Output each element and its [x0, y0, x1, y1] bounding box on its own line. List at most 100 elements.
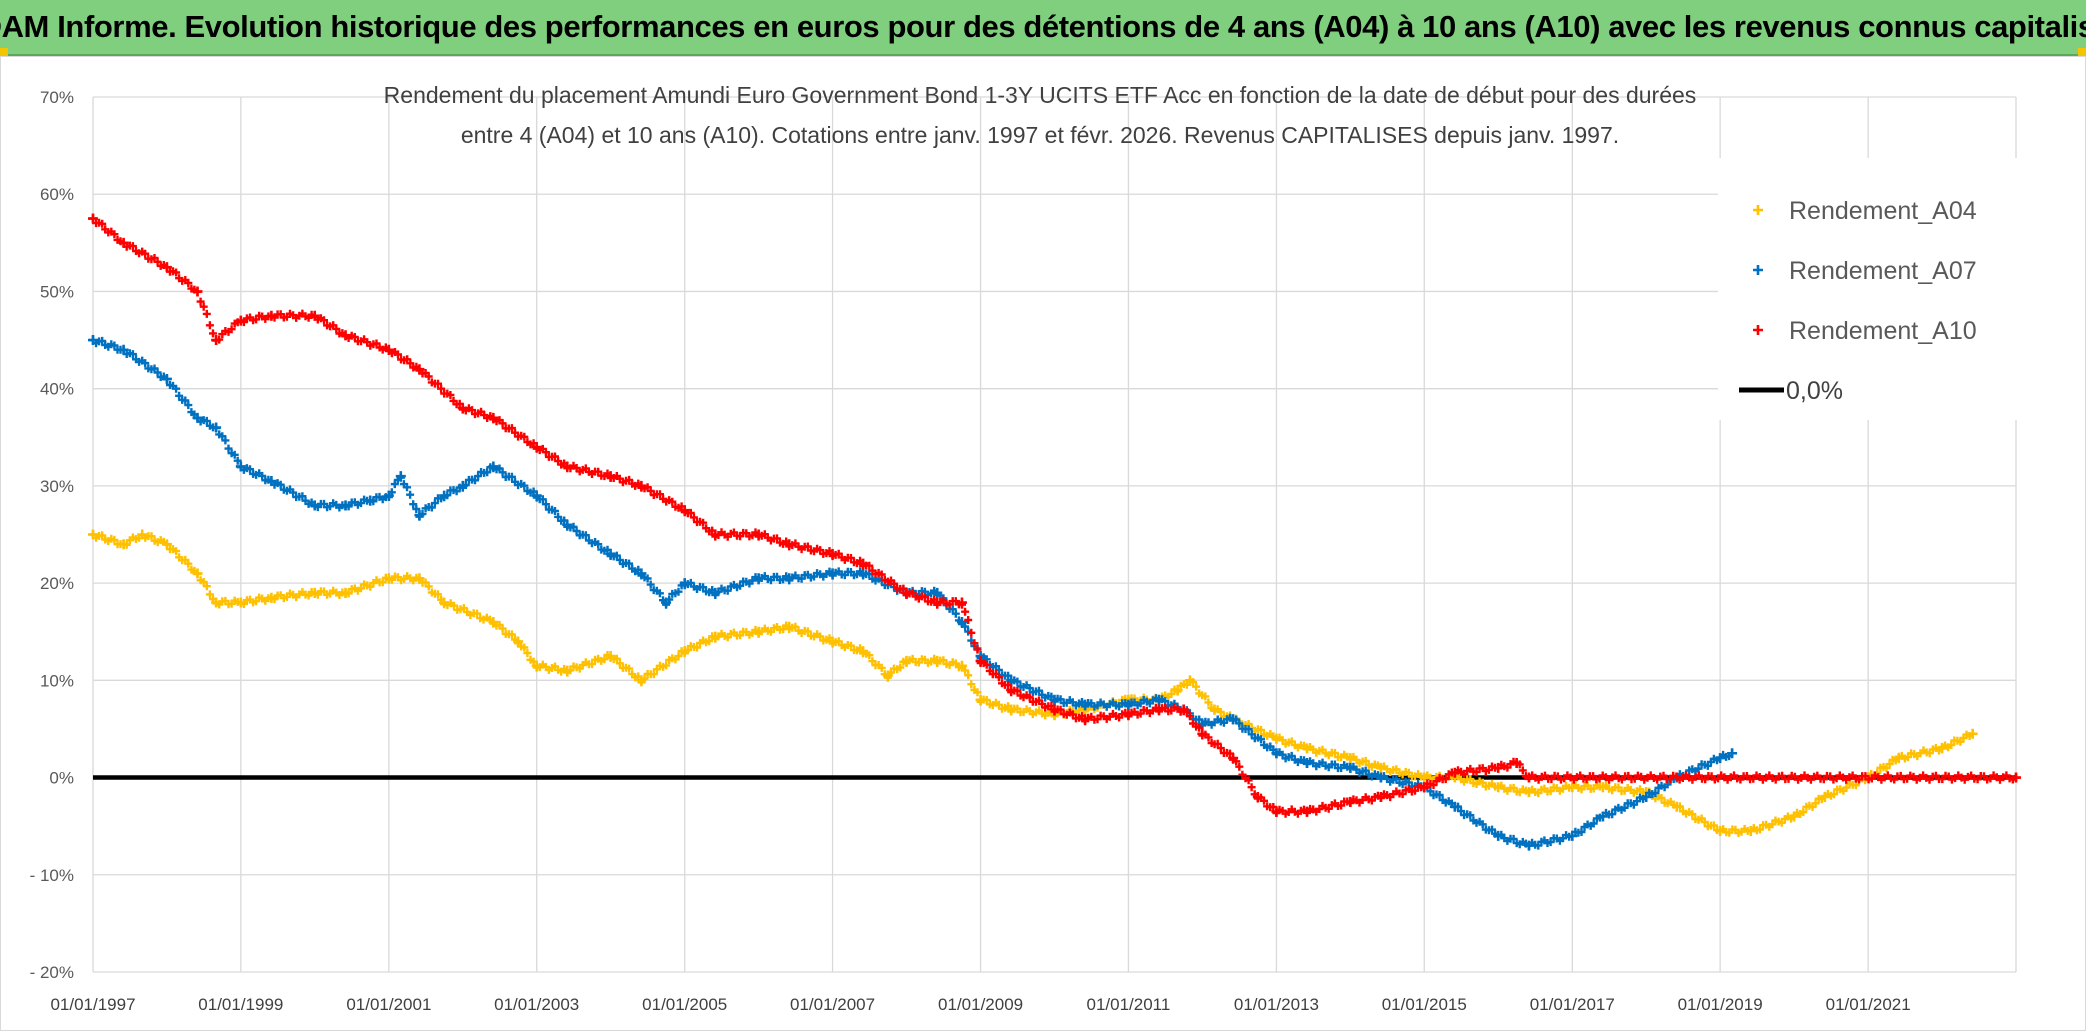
series-rendement-a10: [88, 213, 2021, 818]
data-point: [1597, 782, 1608, 793]
legend: Rendement_A04 Rendement_A07 Rendement_A10 0…: [1718, 158, 2018, 420]
data-point: [235, 461, 246, 472]
legend-label: Rendement_A07: [1789, 257, 1977, 285]
data-point: [636, 568, 647, 579]
chart-title-line-1: Rendement du placement Amundi Euro Gover…: [384, 82, 1697, 108]
legend-label: Rendement_A04: [1789, 197, 1977, 225]
data-point: [1049, 704, 1060, 715]
x-tick-label: 01/01/2007: [790, 995, 875, 1014]
data-point: [956, 660, 967, 671]
data-point: [88, 335, 98, 346]
data-point: [383, 573, 394, 584]
series-markers: [89, 530, 1977, 837]
data-point: [2011, 772, 2021, 783]
y-tick-label: - 10%: [30, 866, 74, 885]
data-point: [192, 286, 203, 297]
data-point: [488, 461, 499, 472]
data-point: [1375, 792, 1386, 802]
data-point: [1715, 826, 1726, 837]
data-point: [211, 422, 222, 433]
y-tick-label: 0%: [49, 769, 74, 788]
x-tick-label: 01/01/2009: [938, 995, 1023, 1014]
data-point: [679, 578, 690, 589]
chart-title-line-2: entre 4 (A04) et 10 ans (A10). Cotations…: [461, 122, 1619, 148]
data-point: [858, 646, 869, 657]
data-point: [1419, 782, 1430, 793]
data-point: [531, 490, 542, 501]
data-point: [1523, 787, 1534, 798]
data-point: [531, 442, 542, 452]
data-point: [161, 373, 172, 384]
data-point: [1302, 806, 1313, 817]
x-tick-label: 01/01/2003: [494, 995, 579, 1014]
data-point: [605, 548, 616, 559]
data-point: [784, 573, 795, 584]
x-tick-label: 01/01/2015: [1382, 995, 1467, 1014]
data-point: [235, 597, 246, 608]
legend-label: Rendement_A10: [1789, 317, 1977, 345]
data-point: [1080, 714, 1091, 725]
series-rendement-a04: [88, 529, 1978, 837]
data-point: [882, 670, 893, 681]
data-point: [1523, 840, 1534, 851]
data-point: [309, 587, 320, 598]
data-point: [192, 568, 203, 579]
data-point: [414, 510, 425, 521]
data-point: [1789, 811, 1800, 822]
y-tick-label: 70%: [40, 88, 74, 107]
y-tick-label: 40%: [40, 380, 74, 399]
chart-title: Rendement du placement Amundi Euro Gover…: [384, 82, 1697, 148]
data-point: [679, 505, 690, 516]
data-point: [1302, 743, 1313, 754]
x-tick-label: 01/01/2005: [642, 995, 727, 1014]
data-point: [901, 587, 912, 598]
data-point: [1345, 796, 1356, 807]
data-point: [562, 519, 573, 530]
data-point: [161, 262, 172, 273]
data-point: [1567, 830, 1578, 841]
data-point: [1153, 704, 1164, 715]
y-tick-label: - 20%: [30, 963, 74, 982]
data-point: [710, 631, 721, 642]
x-tick-label: 01/01/2017: [1530, 995, 1615, 1014]
y-tick-label: 20%: [40, 574, 74, 593]
x-tick-label: 01/01/2021: [1826, 995, 1911, 1014]
data-point: [1375, 762, 1386, 773]
data-point: [679, 646, 690, 657]
data-point: [309, 310, 320, 321]
data-point: [118, 344, 129, 355]
data-point: [1049, 694, 1060, 705]
data-point: [1523, 772, 1534, 783]
data-point: [88, 213, 98, 224]
data-point: [1641, 792, 1652, 802]
data-point: [858, 568, 869, 579]
data-point: [161, 539, 172, 550]
data-point: [710, 587, 721, 598]
data-point: [1172, 685, 1183, 696]
data-point: [661, 597, 672, 608]
data-point: [531, 660, 542, 671]
data-point: [1123, 709, 1134, 720]
y-tick-label: 50%: [40, 282, 74, 301]
data-point: [1419, 772, 1430, 783]
data-point: [88, 529, 98, 540]
data-point: [1209, 704, 1220, 715]
data-point: [956, 597, 967, 608]
data-point: [1671, 801, 1682, 812]
x-tick-label: 01/01/1997: [50, 995, 135, 1014]
data-point: [784, 621, 795, 632]
data-point: [118, 539, 129, 550]
data-point: [932, 597, 943, 608]
data-point: [753, 626, 764, 637]
data-point: [1184, 675, 1195, 686]
data-point: [513, 636, 524, 647]
data-point: [1493, 782, 1504, 793]
data-point: [457, 403, 468, 414]
data-point: [827, 568, 838, 579]
data-point: [1153, 694, 1164, 705]
data-point: [1345, 753, 1356, 764]
legend-marker: [1753, 205, 1763, 215]
y-tick-label: 10%: [40, 671, 74, 690]
data-point: [137, 529, 148, 540]
data-point: [1123, 699, 1134, 710]
